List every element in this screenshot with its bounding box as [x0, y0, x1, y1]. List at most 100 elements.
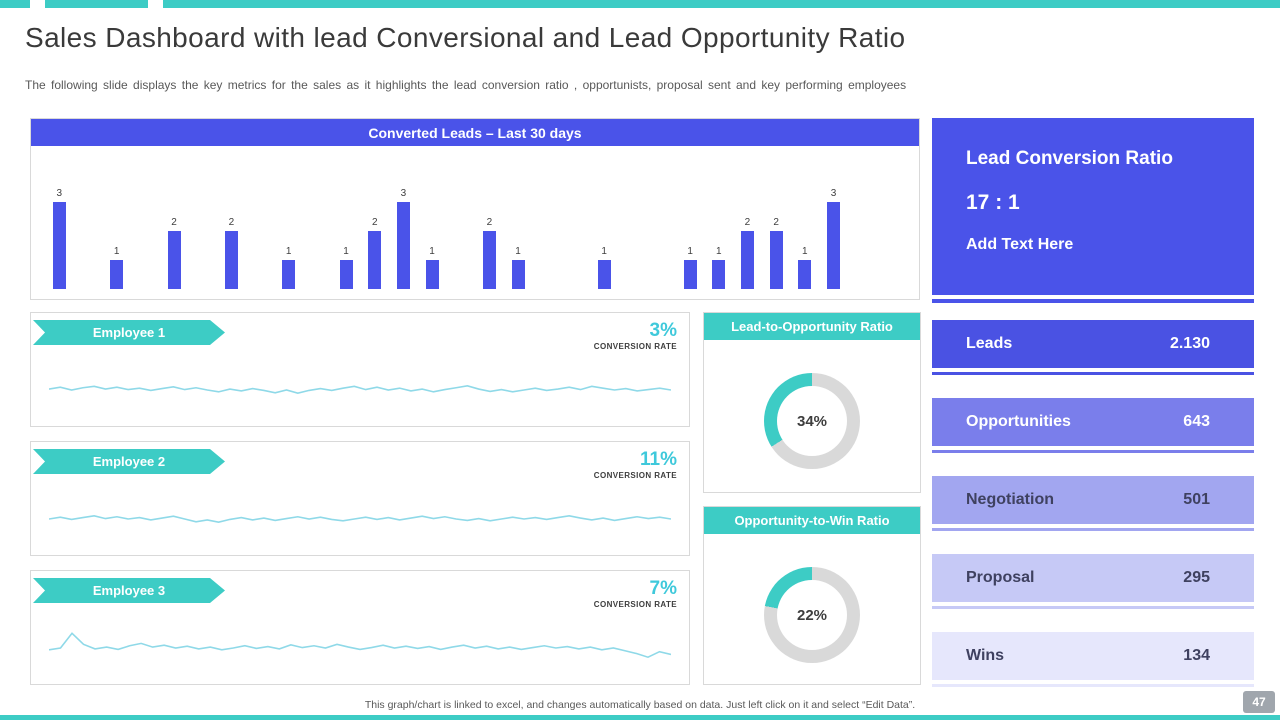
funnel-block-opportunities: Opportunities 643	[932, 398, 1254, 453]
bar-slot: 2	[733, 155, 762, 289]
employee-1-banner: Employee 1	[33, 320, 225, 345]
bar-slot: 1	[102, 155, 131, 289]
bar-value-label: 1	[429, 246, 435, 257]
bar-slot: 2	[160, 155, 189, 289]
bar-slot	[246, 155, 275, 289]
funnel-value: 295	[1183, 569, 1210, 586]
top-strip-gap	[148, 0, 163, 8]
kpi-accent-strip	[932, 299, 1254, 303]
funnel-block-wins: Wins 134	[932, 632, 1254, 687]
funnel-value: 2.130	[1169, 335, 1210, 352]
employee-2-sparkline[interactable]	[49, 496, 671, 542]
funnel-value: 134	[1183, 647, 1210, 664]
opportunity-to-win-panel: Opportunity-to-Win Ratio 22%	[703, 506, 921, 685]
bar-slot	[561, 155, 590, 289]
bar-value-label: 2	[744, 217, 751, 228]
page-number: 47	[1243, 691, 1275, 713]
kpi-title: Lead Conversion Ratio	[966, 148, 1173, 169]
page-subtitle: The following slide displays the key met…	[25, 78, 907, 92]
bar-value-label: 1	[716, 246, 722, 257]
funnel-row-opportunities: Opportunities 643	[932, 398, 1254, 446]
employee-3-label: Employee 3	[92, 583, 166, 598]
bar-slot	[74, 155, 103, 289]
opportunity-to-win-title: Opportunity-to-Win Ratio	[734, 513, 890, 528]
lead-to-opportunity-gauge[interactable]: 34%	[764, 373, 860, 469]
bar[interactable]	[597, 260, 611, 289]
bar-slot: 1	[274, 155, 303, 289]
employee-3-rate-label: CONVERSION RATE	[593, 599, 677, 609]
opportunity-to-win-gauge[interactable]: 22%	[764, 567, 860, 663]
bar-slot: 1	[704, 155, 733, 289]
bottom-accent-strip	[0, 715, 1280, 720]
employee-1-label: Employee 1	[92, 325, 166, 340]
bar-slot	[446, 155, 475, 289]
bar-value-label: 1	[343, 246, 349, 257]
top-accent-strip	[0, 0, 1280, 8]
bar[interactable]	[110, 260, 124, 289]
bar-value-label: 2	[486, 217, 493, 228]
funnel-strip	[932, 372, 1254, 375]
funnel: Leads 2.130 Opportunities 643 Negotiation 501…	[932, 320, 1254, 710]
funnel-block-negotiation: Negotiation 501	[932, 476, 1254, 531]
employee-3-sparkline[interactable]	[49, 625, 671, 671]
bar-value-label: 2	[773, 217, 779, 228]
bar-slot: 2	[217, 155, 246, 289]
funnel-label: Wins	[966, 647, 1005, 664]
bar[interactable]	[712, 260, 726, 289]
employee-3-panel: Employee 3 7% CONVERSION RATE	[30, 570, 690, 685]
employee-2-banner: Employee 2	[33, 449, 225, 474]
employee-1-sparkline[interactable]	[49, 367, 671, 413]
funnel-label: Negotiation	[966, 491, 1054, 508]
opportunity-to-win-header: Opportunity-to-Win Ratio	[704, 507, 920, 534]
bar-slot	[532, 155, 561, 289]
bar-slot	[876, 155, 905, 289]
bar-slot: 2	[360, 155, 389, 289]
employee-1-rate-value: 3%	[649, 320, 677, 341]
opportunity-to-win-value: 22%	[777, 580, 847, 650]
gauge-percent-text: 22%	[796, 606, 828, 624]
bar[interactable]	[683, 260, 697, 289]
funnel-row-leads: Leads 2.130	[932, 320, 1254, 368]
bar[interactable]	[826, 202, 840, 289]
funnel-label: Leads	[966, 335, 1013, 352]
bar-slot	[303, 155, 332, 289]
funnel-row-proposal: Proposal 295	[932, 554, 1254, 602]
bar-value-label: 1	[515, 246, 521, 257]
lead-to-opportunity-header: Lead-to-Opportunity Ratio	[704, 313, 920, 340]
bar[interactable]	[167, 231, 181, 289]
bar[interactable]	[798, 260, 812, 289]
bar[interactable]	[482, 231, 496, 289]
employee-3-rate: 7% CONVERSION RATE	[594, 579, 677, 609]
bar[interactable]	[511, 260, 525, 289]
funnel-block-leads: Leads 2.130	[932, 320, 1254, 375]
bar-value-label: 1	[285, 246, 292, 257]
bar-value-label: 3	[400, 188, 407, 199]
bar-value-label: 3	[830, 188, 837, 199]
bar-value-label: 1	[687, 246, 693, 257]
bar[interactable]	[282, 260, 296, 289]
funnel-strip	[932, 606, 1254, 609]
employee-2-label: Employee 2	[92, 454, 166, 469]
kpi-value: 17 : 1	[966, 191, 1020, 214]
bar[interactable]	[740, 231, 754, 289]
bar-slot: 1	[418, 155, 447, 289]
converted-leads-bars[interactable]: 3 1 2 2 1 1 2 3 1 2 1 1 1 1 2 2 1 3	[45, 155, 905, 289]
employee-3-line	[49, 633, 671, 657]
bar[interactable]	[425, 260, 439, 289]
bar[interactable]	[52, 202, 66, 289]
funnel-value: 501	[1183, 491, 1210, 508]
bar[interactable]	[769, 231, 783, 289]
bar-value-label: 2	[171, 217, 177, 228]
bar-value-label: 1	[802, 246, 808, 257]
bar-slot	[131, 155, 160, 289]
kpi-note-placeholder[interactable]: Add Text Here	[966, 236, 1074, 253]
bar[interactable]	[339, 260, 353, 289]
bar-slot: 3	[819, 155, 848, 289]
bar[interactable]	[224, 231, 238, 289]
bar[interactable]	[368, 231, 382, 289]
bar-slot	[647, 155, 676, 289]
employee-3-rate-value: 7%	[649, 578, 677, 599]
lead-to-opportunity-title: Lead-to-Opportunity Ratio	[731, 319, 893, 334]
bar[interactable]	[396, 202, 410, 289]
